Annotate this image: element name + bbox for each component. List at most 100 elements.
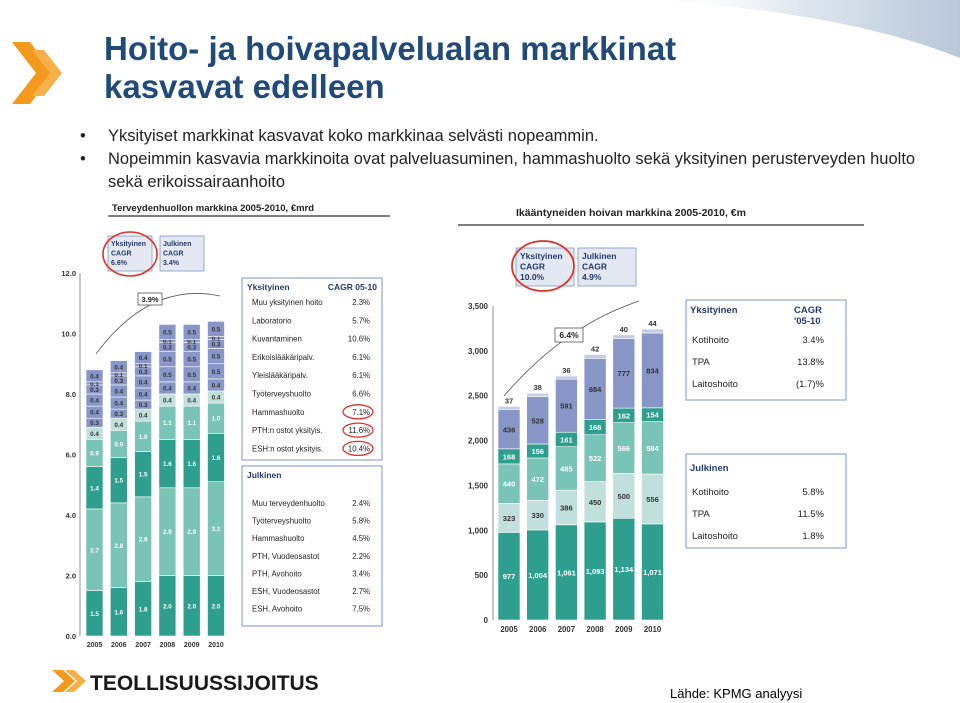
- bar-value-label: 1.5: [90, 611, 99, 618]
- badge-text: Yksityinen: [111, 241, 146, 248]
- legend-row-value: 11.5%: [798, 509, 825, 520]
- legend-row-value: 7.5%: [352, 605, 370, 614]
- bar-value-label: 1.0: [212, 416, 221, 423]
- legend-row-value: 1.8%: [802, 531, 824, 542]
- legend-row-label: Kuvantaminen: [252, 335, 302, 344]
- legend-row-label: Laboratorio: [252, 316, 292, 325]
- legend-header: '05-10: [794, 316, 821, 327]
- source-note: Lähde: KPMG analyysi: [670, 686, 803, 701]
- bar-value-label: 834: [646, 366, 659, 375]
- bar-value-label: 1.1: [163, 420, 172, 427]
- bar-value-label: 2.9: [163, 529, 172, 536]
- bar-value-label: 3.1: [212, 526, 221, 533]
- y-tick-label: 2.0: [66, 572, 76, 581]
- cagr-box: [137, 292, 163, 306]
- bar-value-label: 584: [646, 444, 659, 453]
- cagr-box: [554, 327, 584, 343]
- bar-value-label: 0.4: [114, 388, 123, 395]
- bullet-item: • Yksityiset markkinat kasvavat koko mark…: [80, 125, 940, 148]
- legend-panel: [241, 465, 383, 627]
- y-tick-label: 1,500: [468, 481, 489, 490]
- bar-value-label: 684: [589, 385, 602, 394]
- legend-row-label: ESH:n ostot yksityis.: [252, 444, 323, 453]
- bar-value-label: 1,071: [643, 568, 662, 577]
- bar-value-label: 0.4: [212, 395, 221, 402]
- bar-value-label: 0.3: [163, 345, 172, 352]
- bar-value-label: 1,061: [557, 568, 576, 577]
- bar-segment: [158, 324, 177, 340]
- x-tick-label: 2010: [644, 625, 662, 634]
- legend-row-value: 6.1%: [352, 353, 370, 362]
- bar-value-label: 1.5: [139, 472, 148, 479]
- bar-value-label: 1.0: [139, 434, 148, 441]
- x-tick-label: 2010: [208, 642, 224, 649]
- legend-row-value: 3.4%: [352, 569, 370, 578]
- y-tick-label: 10.0: [61, 330, 76, 339]
- legend-row-label: Yleislääkäripalv.: [252, 371, 308, 380]
- bar-value-label: 37: [505, 396, 513, 405]
- legend-row-label: Laitoshoito: [692, 531, 738, 542]
- legend-row-value: (1.7)%: [796, 379, 825, 390]
- bar-value-label: 0.1: [212, 336, 221, 343]
- bar-value-label: 0.3: [114, 411, 123, 418]
- bar-value-label: 2.0: [187, 603, 196, 610]
- x-tick-label: 2008: [586, 625, 604, 634]
- badge-text: CAGR: [163, 251, 184, 258]
- cagr-label: 3.9%: [141, 295, 158, 304]
- bar-value-label: 0.5: [212, 369, 221, 376]
- bar-value-label: 528: [531, 416, 544, 425]
- legend-row-value: 10.4%: [348, 444, 370, 453]
- bar-segment: [134, 351, 152, 365]
- bar-value-label: 977: [503, 572, 516, 581]
- bar-value-label: 1.8: [139, 606, 148, 613]
- x-tick-label: 2007: [135, 642, 151, 649]
- bar-value-label: 0.4: [139, 413, 148, 420]
- bar-value-label: 0.1: [139, 363, 148, 370]
- bar-value-label: 2.9: [187, 529, 196, 536]
- x-tick-label: 2007: [558, 625, 575, 634]
- legend-row-value: 6.6%: [352, 390, 370, 399]
- bar-value-label: 1.1: [187, 420, 196, 427]
- legend-row-label: Muu yksityinen hoito: [252, 298, 323, 307]
- bar-value-label: 323: [503, 514, 516, 523]
- elderly-care-market-chart: Ikääntyneiden hoivan markkina 2005-2010,…: [458, 207, 864, 634]
- bar-value-label: 2.7: [90, 547, 99, 554]
- bar-value-label: 0.4: [187, 398, 196, 405]
- bar-segment: [583, 354, 607, 359]
- legend-row-label: Laitoshoito: [692, 379, 738, 390]
- bar-value-label: 440: [503, 480, 516, 489]
- bar-value-label: 0.3: [212, 342, 221, 349]
- legend-row-value: 10.6%: [348, 335, 370, 344]
- bar-value-label: 40: [620, 325, 628, 334]
- bullet-dot: •: [80, 150, 86, 168]
- legend-row-label: Hammashuolto: [252, 534, 305, 543]
- badge-text: 3.4%: [163, 260, 180, 267]
- highlight-circle: [342, 422, 374, 438]
- badge-text: 10.0%: [520, 272, 545, 282]
- bar-segment: [612, 334, 636, 339]
- y-tick-label: 4.0: [66, 511, 76, 520]
- badge-text: Julkinen: [582, 251, 616, 261]
- bar-segment: [526, 392, 549, 397]
- bar-value-label: 0.3: [139, 369, 148, 376]
- y-tick-label: 1,000: [468, 526, 489, 535]
- bar-value-label: 0.4: [114, 364, 123, 371]
- bar-value-label: 168: [503, 452, 516, 461]
- bar-value-label: 0.4: [139, 379, 148, 386]
- legend-row-label: Kotihoito: [692, 335, 729, 346]
- badge-text: CAGR: [582, 262, 607, 272]
- legend-row-value: 5.8%: [352, 517, 370, 526]
- bar-value-label: 0.5: [163, 357, 172, 364]
- badge-text: Yksityinen: [520, 251, 563, 261]
- legend-row-value: 6.1%: [352, 371, 370, 380]
- badge-text: 6.6%: [111, 260, 128, 267]
- legend-row-label: PTH:n ostot yksityis.: [252, 426, 323, 435]
- corner-decoration: [640, 0, 960, 58]
- bar-value-label: 0.4: [90, 398, 99, 405]
- highlight-circle: [102, 231, 158, 277]
- bar-value-label: 0.5: [187, 372, 196, 379]
- bar-value-label: 0.3: [90, 387, 99, 394]
- bar-value-label: 1.6: [163, 461, 172, 468]
- legend-panel: [685, 299, 847, 401]
- y-tick-label: 12.0: [61, 269, 76, 278]
